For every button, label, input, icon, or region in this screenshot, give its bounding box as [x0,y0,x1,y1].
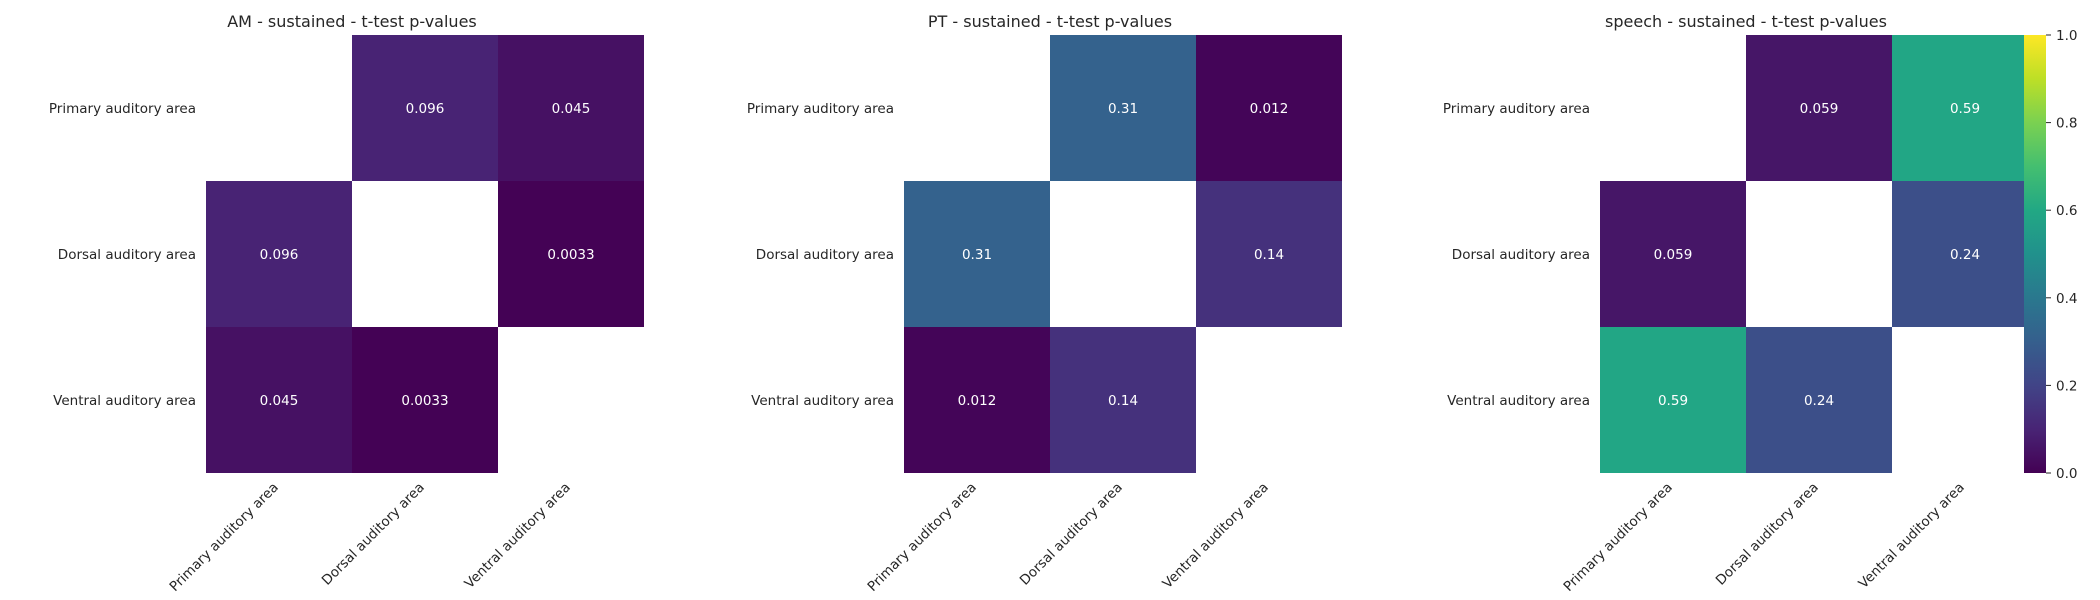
heatmap-cell [206,35,352,181]
cell-value-label: 0.31 [1108,101,1138,117]
heatmap-cell [1600,35,1746,181]
heatmap-cell [1746,181,1892,327]
colorbar-tick-label: 0.4 [2056,291,2077,307]
x-tick-labels: Primary auditory area Dorsal auditory ar… [166,480,573,595]
heatmap-cells [206,35,644,473]
heatmap-panel-am: AM - sustained - t-test p-values 0.096 0… [49,12,644,595]
x-tick-label: Primary auditory area [864,480,979,595]
cell-value-label: 0.24 [1804,393,1834,409]
heatmap-cell [352,327,498,473]
colorbar-tick-label: 0.6 [2056,203,2077,219]
heatmap-cell [206,181,352,327]
x-tick-label: Dorsal auditory area [1713,480,1822,589]
heatmap-cell [1892,35,2038,181]
heatmap-cell [1600,327,1746,473]
x-tick-label: Primary auditory area [166,480,281,595]
y-tick-labels: Primary auditory area Dorsal auditory ar… [747,101,894,409]
heatmap-cell [1746,327,1892,473]
heatmap-cell [1196,35,1342,181]
heatmap-cell [1050,35,1196,181]
cell-value-label: 0.096 [406,101,445,117]
panel-title: speech - sustained - t-test p-values [1605,12,1887,31]
colorbar-tick-label: 0.2 [2056,378,2077,394]
heatmap-cell [1050,327,1196,473]
heatmap-cell [498,35,644,181]
cell-value-label: 0.012 [1250,101,1289,117]
colorbar-tick-label: 0.0 [2056,466,2077,482]
x-tick-label: Dorsal auditory area [1017,480,1126,589]
cell-value-label: 0.059 [1654,247,1693,263]
heatmap-cell [498,327,644,473]
heatmap-cell [1892,327,2038,473]
colorbar-tick-label: 1.0 [2056,28,2077,44]
heatmap-cell [206,327,352,473]
cell-value-label: 0.045 [552,101,591,117]
cell-value-label: 0.59 [1950,101,1980,117]
heatmap-cell [498,181,644,327]
cell-value-label: 0.59 [1658,393,1688,409]
y-tick-label: Ventral auditory area [1447,393,1590,409]
heatmap-cell [1196,181,1342,327]
y-tick-label: Primary auditory area [49,101,196,117]
heatmap-cell [1050,181,1196,327]
heatmap-cells [904,35,1342,473]
heatmap-cell [1892,181,2038,327]
cell-value-labels: 0.059 0.59 0.059 0.24 0.59 0.24 [1654,101,1980,409]
cell-value-label: 0.096 [260,247,299,263]
x-tick-label: Ventral auditory area [461,480,573,592]
heatmap-cell [352,35,498,181]
y-tick-label: Ventral auditory area [751,393,894,409]
heatmap-cell [352,181,498,327]
x-tick-labels: Primary auditory area Dorsal auditory ar… [864,480,1271,595]
cell-value-labels: 0.096 0.045 0.096 0.0033 0.045 0.0033 [260,101,595,409]
cell-value-label: 0.31 [962,247,992,263]
heatmap-cell [904,327,1050,473]
heatmap-panel-pt: PT - sustained - t-test p-values 0.31 0.… [747,12,1342,595]
cell-value-label: 0.012 [958,393,997,409]
y-tick-label: Primary auditory area [1443,101,1590,117]
y-tick-label: Primary auditory area [747,101,894,117]
heatmap-cell [1746,35,1892,181]
x-tick-label: Dorsal auditory area [319,480,428,589]
heatmap-cell [1196,327,1342,473]
y-tick-labels: Primary auditory area Dorsal auditory ar… [49,101,196,409]
heatmap-cell [1600,181,1746,327]
colorbar: 0.0 0.2 0.4 0.6 0.8 1.0 [2024,28,2077,482]
panel-title: AM - sustained - t-test p-values [227,12,477,31]
cell-value-label: 0.24 [1950,247,1980,263]
cell-value-label: 0.0033 [401,393,448,409]
y-tick-label: Dorsal auditory area [58,247,196,263]
y-tick-label: Dorsal auditory area [756,247,894,263]
x-tick-label: Ventral auditory area [1159,480,1271,592]
cell-value-label: 0.14 [1108,393,1138,409]
cell-value-label: 0.059 [1800,101,1839,117]
heatmap-cell [904,35,1050,181]
y-tick-labels: Primary auditory area Dorsal auditory ar… [1443,101,1590,409]
x-tick-label: Ventral auditory area [1855,480,1967,592]
cell-value-label: 0.14 [1254,247,1284,263]
heatmap-cells [1600,35,2038,473]
x-tick-labels: Primary auditory area Dorsal auditory ar… [1560,480,1967,595]
cell-value-labels: 0.31 0.012 0.31 0.14 0.012 0.14 [958,101,1289,409]
x-tick-label: Primary auditory area [1560,480,1675,595]
y-tick-label: Dorsal auditory area [1452,247,1590,263]
heatmap-panel-speech: speech - sustained - t-test p-values 0.0… [1443,12,2038,595]
y-tick-label: Ventral auditory area [53,393,196,409]
colorbar-ticks [2046,34,2051,474]
heatmap-cell [904,181,1050,327]
colorbar-tick-label: 0.8 [2056,116,2077,132]
colorbar-gradient [2024,35,2046,473]
cell-value-label: 0.0033 [547,247,594,263]
colorbar-tick-labels: 0.0 0.2 0.4 0.6 0.8 1.0 [2056,28,2077,482]
cell-value-label: 0.045 [260,393,299,409]
panel-title: PT - sustained - t-test p-values [928,12,1172,31]
